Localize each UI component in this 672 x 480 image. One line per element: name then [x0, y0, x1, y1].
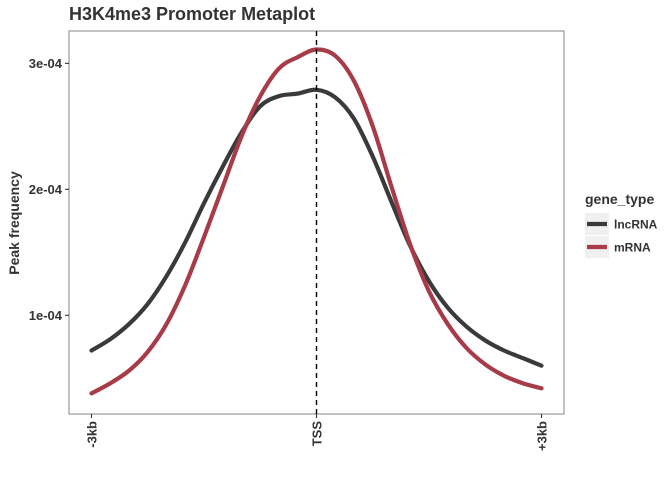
chart-title: H3K4me3 Promoter Metaplot	[69, 4, 315, 24]
y-tick-label-0: 1e-04	[29, 308, 63, 323]
y-tick-label-1: 2e-04	[29, 182, 63, 197]
x-tick-label-2: +3kb	[535, 421, 550, 451]
legend-title: gene_type	[585, 191, 654, 207]
x-axis: -3kb TSS +3kb	[85, 414, 550, 451]
legend: gene_type lncRNA mRNA	[585, 191, 658, 258]
x-tick-label-0: -3kb	[85, 421, 100, 448]
y-axis-title: Peak frequency	[6, 171, 22, 275]
legend-label-0: lncRNA	[614, 218, 658, 232]
legend-label-1: mRNA	[614, 241, 651, 255]
y-tick-label-2: 3e-04	[29, 56, 63, 71]
y-axis: 1e-04 2e-04 3e-04	[29, 56, 69, 323]
x-tick-label-1: TSS	[310, 421, 325, 447]
legend-items: lncRNA mRNA	[585, 213, 658, 258]
plot-area	[68, 30, 565, 415]
